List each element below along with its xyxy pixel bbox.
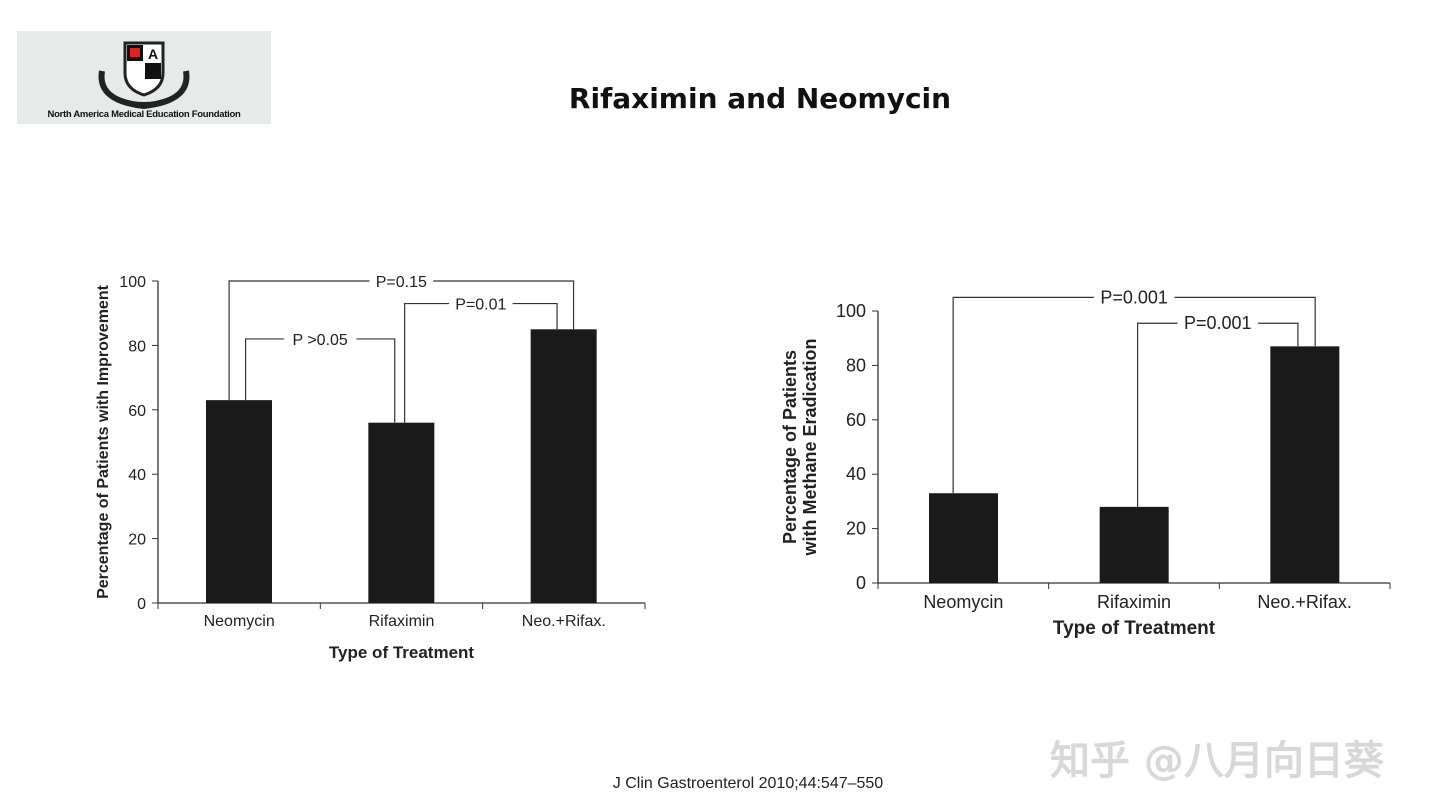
chart2-y-tick-label: 40 [846,464,866,484]
chart1-bar-rifaximin [368,422,435,603]
chart1-x-tick-label: Rifaximin [369,613,435,630]
chart1-y-tick-label: 0 [137,596,146,613]
chart2-x-tick-label: Neomycin [923,592,1003,612]
chart1-y-tick-label: 60 [128,403,146,420]
chart2-x-tick-label: Rifaximin [1097,592,1171,612]
chart1-significance-bracket [245,338,396,423]
chart2-y-tick-label: 80 [846,355,866,375]
chart1-significance-bracket [228,280,575,401]
logo-caption: North America Medical Education Foundati… [47,109,241,120]
chart1-y-axis-title: Percentage of Patients with Improvement [95,284,112,599]
slide-title: Rifaximin and Neomycin [568,82,952,115]
chart2-p-value-label: P=0.001 [1184,313,1252,333]
chart2-bar-neomycin [929,493,998,583]
chart1-x-axis-title: Type of Treatment [329,643,474,662]
chart1-x-tick-label: Neo.+Rifax. [522,613,606,630]
chart2-p-value-label: P=0.001 [1100,287,1168,307]
chart1-y-tick-label: 40 [128,467,146,484]
chart1-bar-neomycin [206,400,272,603]
chart2-y-axis-title: Percentage of Patients [780,350,800,544]
citation: J Clin Gastroenterol 2010;44:547–550 [612,775,884,792]
svg-text:A: A [148,46,158,62]
chart1-p-value-label: P=0.01 [455,297,506,314]
chart1-y-tick-label: 80 [128,338,146,355]
chart1-p-value-label: P >0.05 [293,332,348,349]
chart2-y-tick-label: 100 [836,301,866,321]
chart1-significance-bracket [404,302,558,423]
chart2-y-tick-label: 0 [856,573,866,593]
chart2-significance-bracket [1137,322,1299,507]
chart1-bar-neo-rifax- [530,329,597,603]
chart1-x-tick-label: Neomycin [204,613,275,630]
namef-emblem: A [98,41,190,110]
namef-logo: A North America Medical Education Founda… [17,31,271,124]
chart2-bar-neo-rifax- [1270,346,1340,583]
chart1-y-tick-label: 100 [119,274,146,291]
chart2-y-tick-label: 20 [846,519,866,539]
chart2-y-tick-label: 60 [846,410,866,430]
chart2-bar-rifaximin [1099,506,1169,583]
chart1-p-value-label: P=0.15 [376,274,427,291]
chart2-x-tick-label: Neo.+Rifax. [1257,592,1352,612]
chart1-y-tick-label: 20 [128,532,146,549]
chart2-x-axis-title: Type of Treatment [1053,618,1216,639]
chart2-y-axis-title: with Methane Eradication [800,338,820,556]
chart2-significance-bracket [952,296,1316,494]
watermark: 知乎 @八月向日葵 [1050,738,1384,784]
